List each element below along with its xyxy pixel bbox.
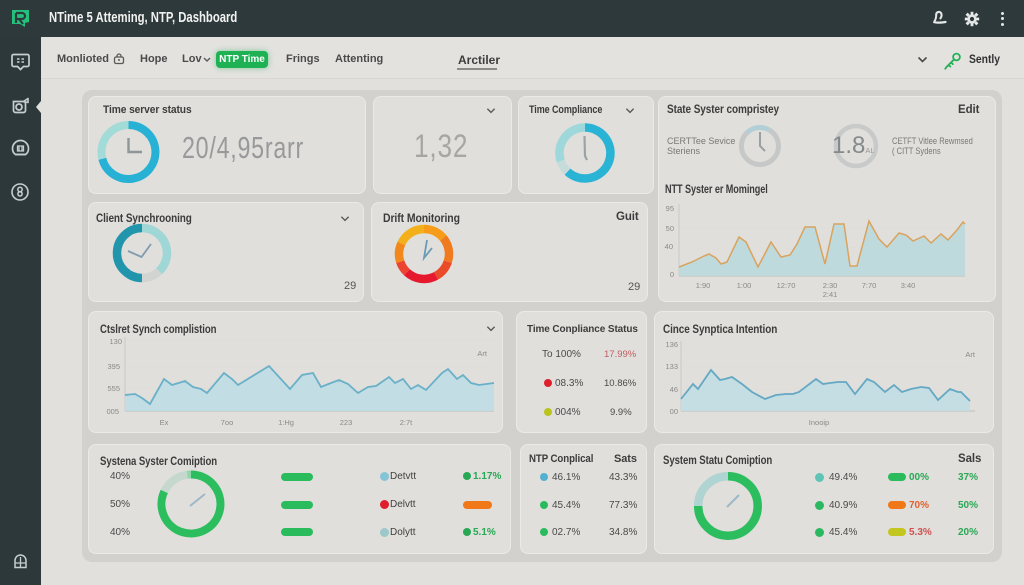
svg-text:005: 005 <box>106 407 119 416</box>
svg-text:Inooip: Inooip <box>809 418 829 427</box>
svg-text:2:7t: 2:7t <box>400 418 413 427</box>
svg-text:2:41: 2:41 <box>823 290 838 299</box>
svg-text:3:40: 3:40 <box>901 281 916 290</box>
svg-text:Ex: Ex <box>160 418 169 427</box>
svg-text:2:30: 2:30 <box>823 281 838 290</box>
svg-text:133: 133 <box>665 362 678 371</box>
svg-text:95: 95 <box>666 204 674 213</box>
svg-text:Art: Art <box>965 350 976 359</box>
svg-text:1:00: 1:00 <box>737 281 752 290</box>
svg-text:00: 00 <box>670 407 678 416</box>
svg-text:7:70: 7:70 <box>862 281 877 290</box>
svg-text:395: 395 <box>107 362 120 371</box>
svg-text:7oo: 7oo <box>221 418 234 427</box>
svg-text:223: 223 <box>340 418 353 427</box>
svg-text:50: 50 <box>666 224 674 233</box>
svg-text:46: 46 <box>670 385 678 394</box>
svg-text:0: 0 <box>670 270 674 279</box>
svg-text:1:90: 1:90 <box>696 281 711 290</box>
svg-text:40: 40 <box>665 242 673 251</box>
svg-text:1:Hg: 1:Hg <box>278 418 294 427</box>
svg-text:136: 136 <box>665 340 678 349</box>
svg-text:Art: Art <box>477 349 488 358</box>
svg-text:130: 130 <box>109 337 122 346</box>
svg-text:12:70: 12:70 <box>777 281 796 290</box>
svg-text:555: 555 <box>107 384 120 393</box>
